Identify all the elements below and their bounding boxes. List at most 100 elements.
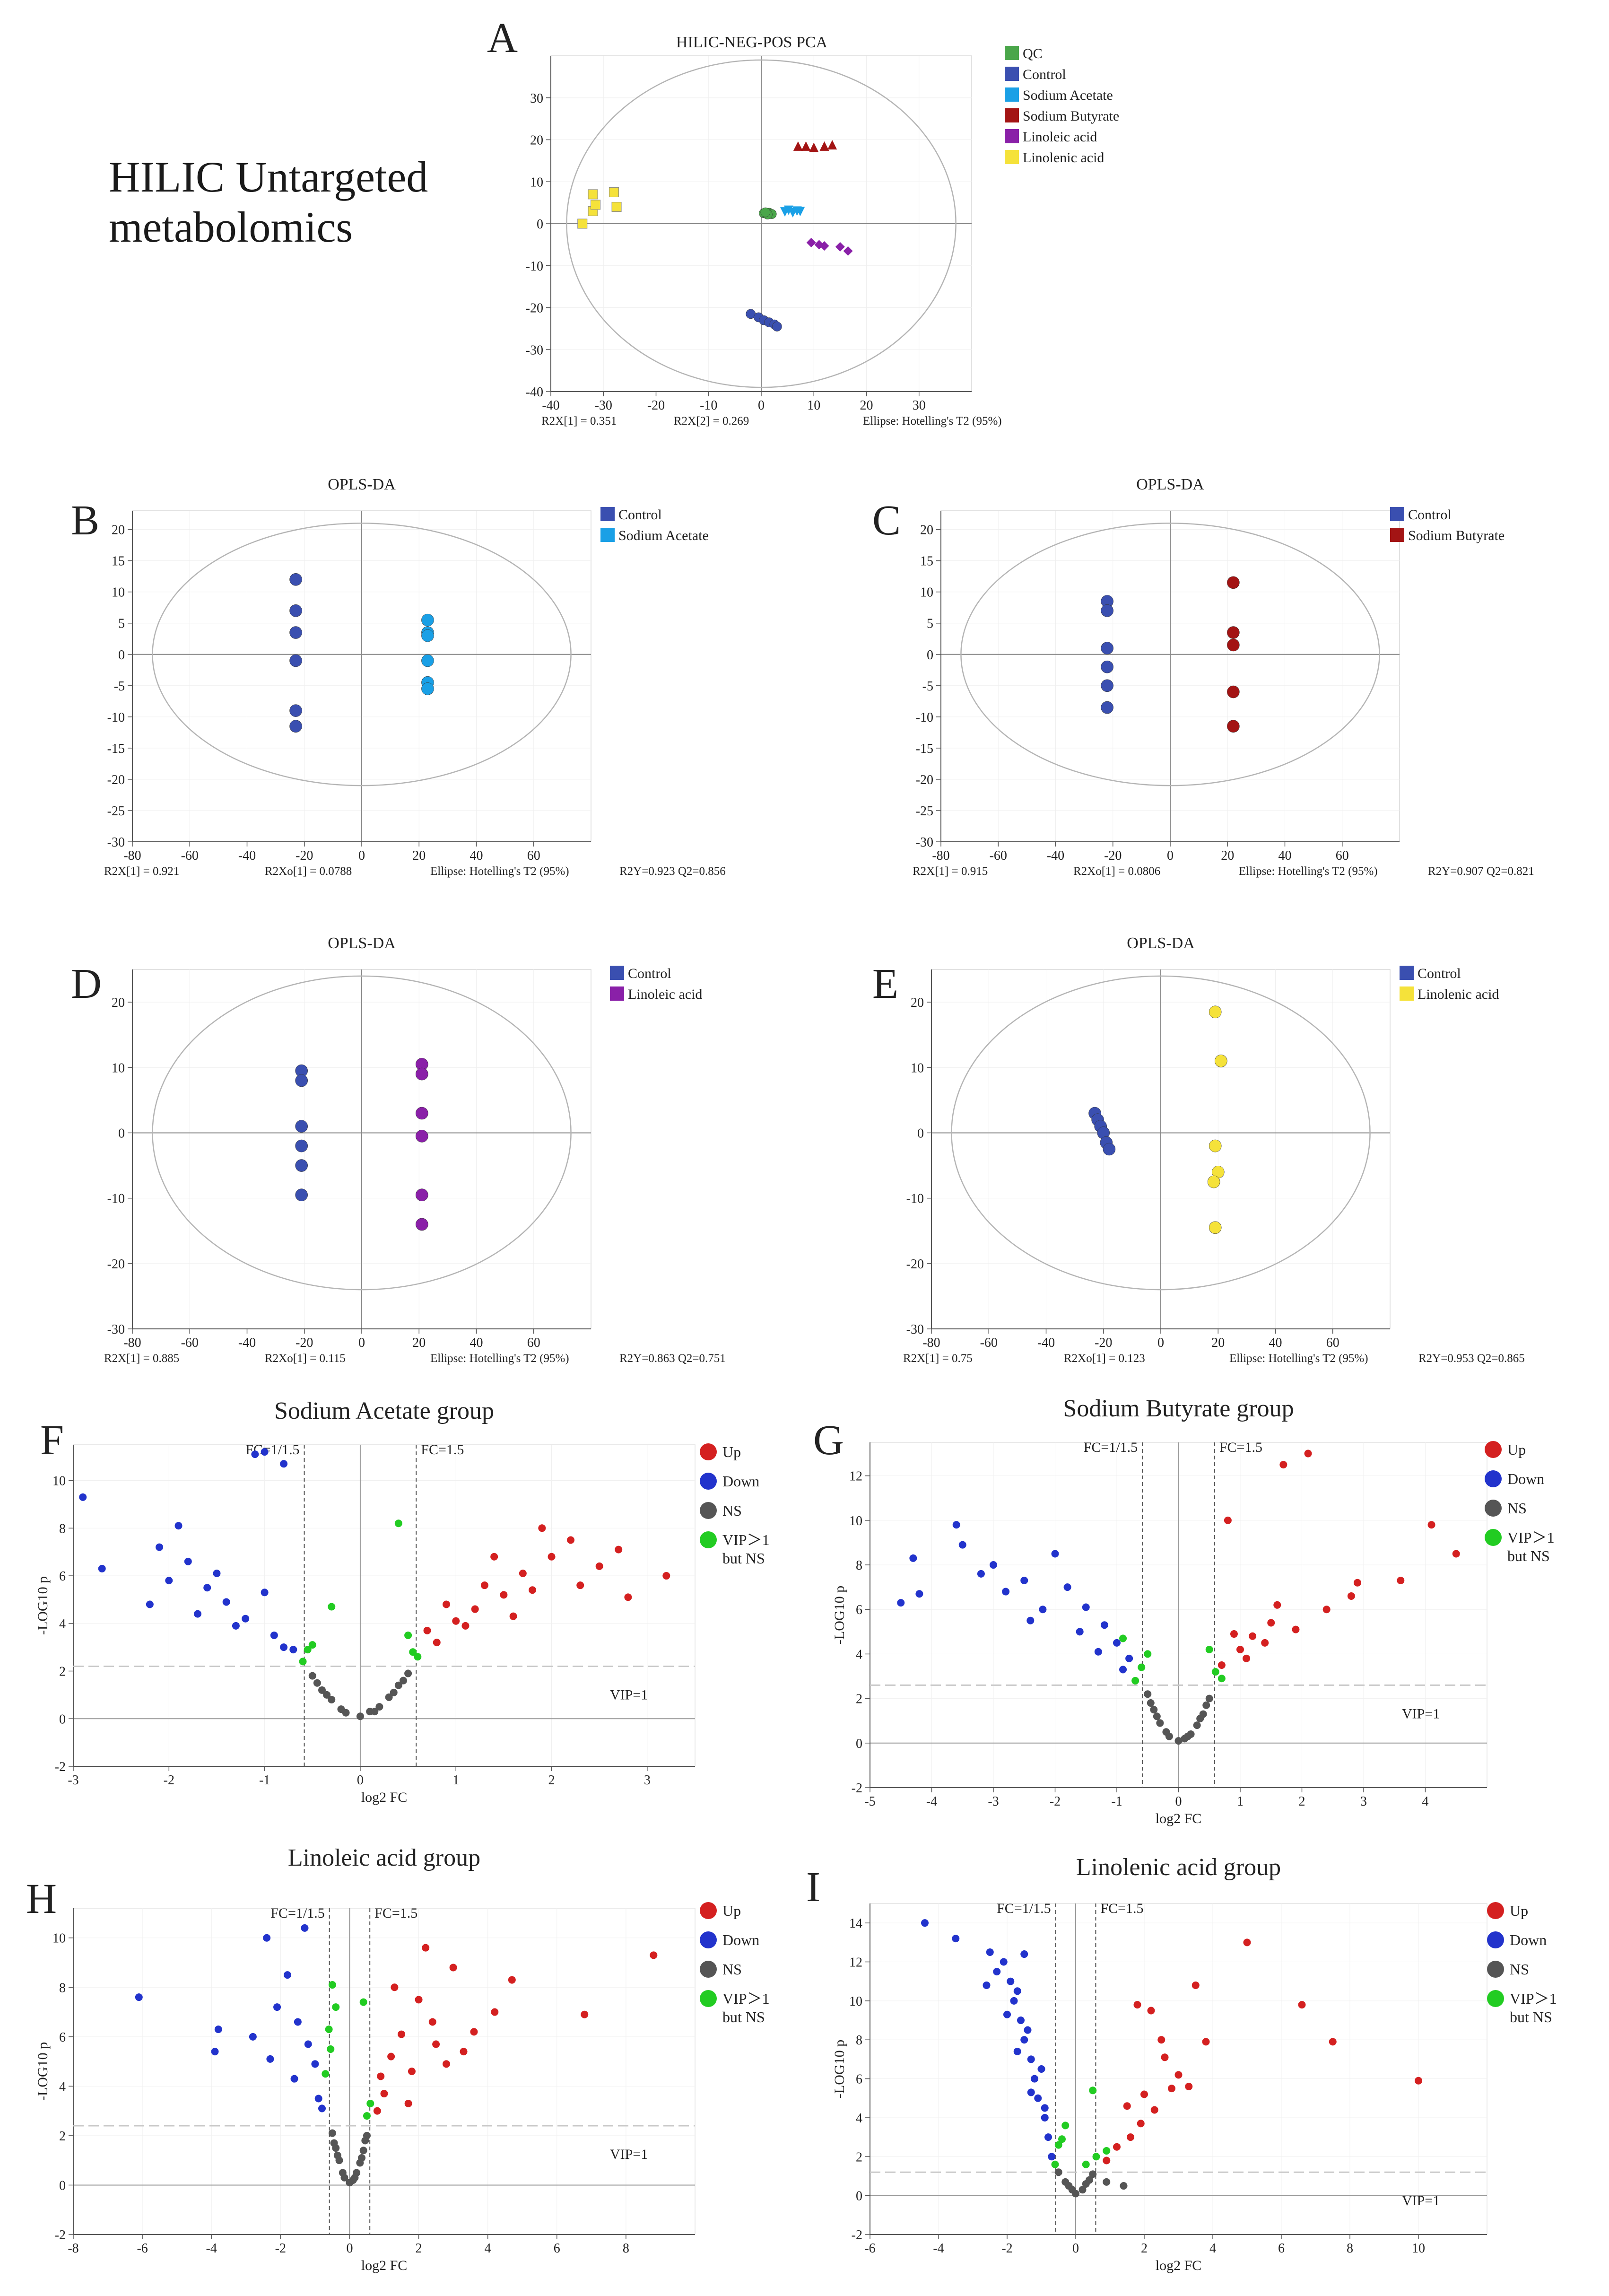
y-tick-label: -10 bbox=[526, 259, 543, 274]
point-up bbox=[1427, 1521, 1435, 1529]
point-vip bbox=[328, 1981, 336, 1989]
y-tick-label: 2 bbox=[59, 1665, 66, 1679]
point-up bbox=[1202, 2038, 1210, 2046]
legend-label: Linoleic acid bbox=[628, 986, 702, 1002]
panel-I-title: Linolenic acid group bbox=[1076, 1854, 1281, 1881]
x-tick-label: 20 bbox=[1211, 1336, 1225, 1350]
point-ns bbox=[356, 1712, 364, 1720]
point-ns bbox=[318, 1686, 326, 1694]
point-down bbox=[983, 1981, 991, 1989]
legend-swatch bbox=[1400, 966, 1414, 980]
point-control bbox=[295, 1074, 308, 1087]
fc-label: FC=1/1.5 bbox=[997, 1901, 1051, 1916]
point-down bbox=[283, 1971, 291, 1979]
stat-label: Ellipse: Hotelling's T2 (95%) bbox=[1229, 1352, 1368, 1365]
vip-label: VIP=1 bbox=[610, 2147, 648, 2162]
point-up bbox=[443, 1600, 450, 1608]
point-sodium-butyrate bbox=[819, 141, 829, 151]
point-linolenic-acid bbox=[591, 200, 601, 210]
point-ns bbox=[1156, 1719, 1164, 1727]
legend-swatch bbox=[1487, 1961, 1504, 1978]
point-down bbox=[958, 1541, 966, 1549]
point-linoleic-acid bbox=[416, 1188, 428, 1202]
y-tick-label: 15 bbox=[920, 554, 933, 569]
y-tick-label: -2 bbox=[852, 2228, 862, 2243]
point-ns bbox=[1184, 1732, 1192, 1740]
point-up bbox=[1261, 1639, 1269, 1647]
point-linoleic-acid bbox=[416, 1130, 428, 1143]
y-tick-label: 10 bbox=[920, 585, 933, 600]
point-sodium-butyrate bbox=[1227, 685, 1240, 698]
y-tick-label: 8 bbox=[856, 1558, 862, 1573]
x-tick-label: 20 bbox=[860, 398, 873, 413]
point-up bbox=[1322, 1606, 1331, 1614]
point-vip bbox=[394, 1519, 402, 1528]
point-linolenic-acid bbox=[588, 189, 598, 200]
point-up bbox=[404, 2099, 412, 2107]
point-ns bbox=[313, 1679, 321, 1687]
panel-G-title: Sodium Butyrate group bbox=[1063, 1395, 1294, 1422]
legend-swatch bbox=[1005, 129, 1019, 143]
point-up bbox=[408, 2068, 416, 2075]
point-down bbox=[222, 1598, 230, 1606]
point-ns bbox=[359, 2147, 367, 2155]
legend-label: Control bbox=[1408, 507, 1452, 523]
point-ns bbox=[1165, 1732, 1173, 1740]
point-up bbox=[1397, 1577, 1405, 1584]
point-control bbox=[295, 1120, 308, 1133]
y-tick-label: 12 bbox=[849, 1956, 862, 1970]
legend-swatch bbox=[1487, 1902, 1504, 1919]
panel-G-letter: G bbox=[813, 1417, 844, 1464]
heading-line-1: HILIC Untargeted bbox=[109, 153, 428, 201]
panel-B: B OPLS-DA -80 -60 -40 -20 0 20 40 60 -30 -25 -20 -15 -… bbox=[71, 476, 726, 878]
point-up bbox=[1249, 1632, 1257, 1640]
point-up bbox=[415, 1996, 423, 2004]
y-tick-label: 8 bbox=[59, 1521, 66, 1536]
point-up bbox=[581, 2010, 589, 2018]
point-down bbox=[993, 1968, 1001, 1976]
point-ns bbox=[371, 1708, 379, 1716]
stat-label: Ellipse: Hotelling's T2 (95%) bbox=[863, 415, 1002, 428]
point-vip bbox=[304, 1646, 312, 1654]
point-down bbox=[1013, 1987, 1021, 1995]
point-down bbox=[165, 1577, 173, 1585]
x-tick-label: 10 bbox=[807, 398, 820, 413]
point-up bbox=[1161, 2053, 1169, 2061]
point-vip bbox=[1144, 1650, 1152, 1658]
y-tick-label: -30 bbox=[916, 835, 933, 850]
point-down bbox=[1100, 1621, 1108, 1629]
legend-swatch bbox=[700, 1931, 717, 1948]
legend-swatch bbox=[1005, 46, 1019, 60]
stat-label: R2X[1] = 0.921 bbox=[104, 865, 179, 878]
y-tick-label: -15 bbox=[916, 742, 933, 756]
point-down bbox=[203, 1584, 211, 1592]
point-up bbox=[500, 1591, 508, 1599]
legend-swatch bbox=[700, 1531, 717, 1548]
point-control bbox=[289, 704, 302, 717]
point-ns bbox=[333, 2151, 341, 2159]
point-down bbox=[909, 1554, 917, 1562]
y-tick-label: -25 bbox=[107, 804, 125, 819]
point-down bbox=[1002, 1588, 1010, 1596]
point-vip bbox=[1211, 1668, 1219, 1676]
point-down bbox=[280, 1460, 288, 1468]
legend-label: Down bbox=[1510, 1931, 1547, 1948]
point-up bbox=[1137, 2120, 1145, 2128]
fc-label: FC=1/1.5 bbox=[1084, 1440, 1138, 1455]
y-tick-label: -40 bbox=[526, 385, 543, 400]
point-ns bbox=[1147, 1699, 1155, 1707]
x-tick-label: 0 bbox=[1167, 848, 1174, 863]
x-tick-label: 60 bbox=[1326, 1336, 1339, 1350]
y-tick-label: 4 bbox=[856, 2111, 862, 2126]
x-tick-label: 6 bbox=[554, 2241, 560, 2256]
legend-label: Sodium Butyrate bbox=[1408, 528, 1505, 543]
y-axis-label: -LOG10 p bbox=[35, 2042, 51, 2101]
x-axis-label: log2 FC bbox=[361, 1790, 408, 1805]
point-ns bbox=[308, 1672, 316, 1680]
point-linoleic-acid bbox=[819, 241, 829, 251]
point-down bbox=[213, 1570, 221, 1577]
point-ns bbox=[394, 1681, 402, 1689]
point-down bbox=[1041, 2113, 1049, 2121]
x-tick-label: 2 bbox=[548, 1773, 555, 1788]
point-up bbox=[1298, 2001, 1306, 2009]
